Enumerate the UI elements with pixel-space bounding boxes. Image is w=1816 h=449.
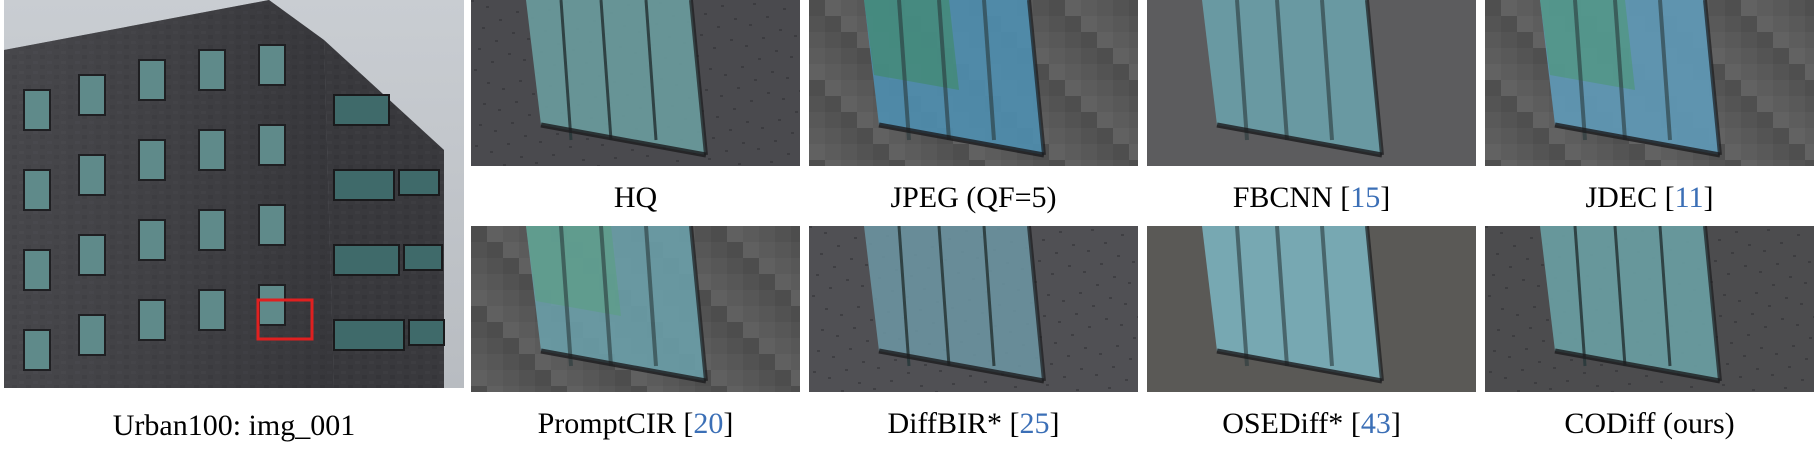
citation-ref[interactable]: 25 xyxy=(1019,407,1050,440)
caption-fbcnn: FBCNN [15] xyxy=(1232,181,1391,214)
method-name: PromptCIR xyxy=(537,407,676,440)
crop-fbcnn xyxy=(1147,0,1476,166)
citation-ref[interactable]: 43 xyxy=(1360,407,1391,440)
crop-image xyxy=(471,226,800,392)
crop-image xyxy=(1485,0,1814,166)
caption-codiff: CODiff (ours) xyxy=(1485,406,1814,442)
method-name: DiffBIR* xyxy=(887,407,1002,440)
caption-jdec: JDEC [11] xyxy=(1585,181,1714,214)
caption-jpeg: JPEG (QF=5) xyxy=(809,180,1138,216)
crop-hq xyxy=(471,0,800,166)
caption-hq: HQ xyxy=(471,180,800,216)
crop-promptcir xyxy=(471,226,800,392)
crop-diffbir xyxy=(809,226,1138,392)
citation-ref[interactable]: 11 xyxy=(1674,181,1704,214)
method-name: HQ xyxy=(613,181,658,214)
crop-image xyxy=(1147,0,1476,166)
method-name: OSEDiff* xyxy=(1222,407,1344,440)
method-name: JPEG (QF=5) xyxy=(890,181,1057,214)
caption-osediff: OSEDiff* [43] xyxy=(1222,407,1401,440)
citation-ref[interactable]: 15 xyxy=(1350,181,1381,214)
overview-caption: Urban100: img_001 xyxy=(112,409,356,442)
method-name: FBCNN xyxy=(1232,181,1333,214)
crop-image xyxy=(809,226,1138,392)
crop-osediff xyxy=(1147,226,1476,392)
caption-diffbir: DiffBIR* [25] xyxy=(887,407,1060,440)
caption-promptcir: PromptCIR [20] xyxy=(537,407,734,440)
crop-jpeg xyxy=(809,0,1138,166)
crop-jdec xyxy=(1485,0,1814,166)
crop-image xyxy=(471,0,800,166)
crop-codiff xyxy=(1485,226,1814,392)
overview-image xyxy=(4,0,464,388)
method-name: CODiff (ours) xyxy=(1564,407,1735,440)
building-photo xyxy=(4,0,464,388)
crop-image xyxy=(1485,226,1814,392)
method-name: JDEC xyxy=(1585,181,1658,214)
crop-image xyxy=(1147,226,1476,392)
citation-ref[interactable]: 20 xyxy=(693,407,724,440)
crop-image xyxy=(809,0,1138,166)
region-highlight-box xyxy=(256,298,314,341)
